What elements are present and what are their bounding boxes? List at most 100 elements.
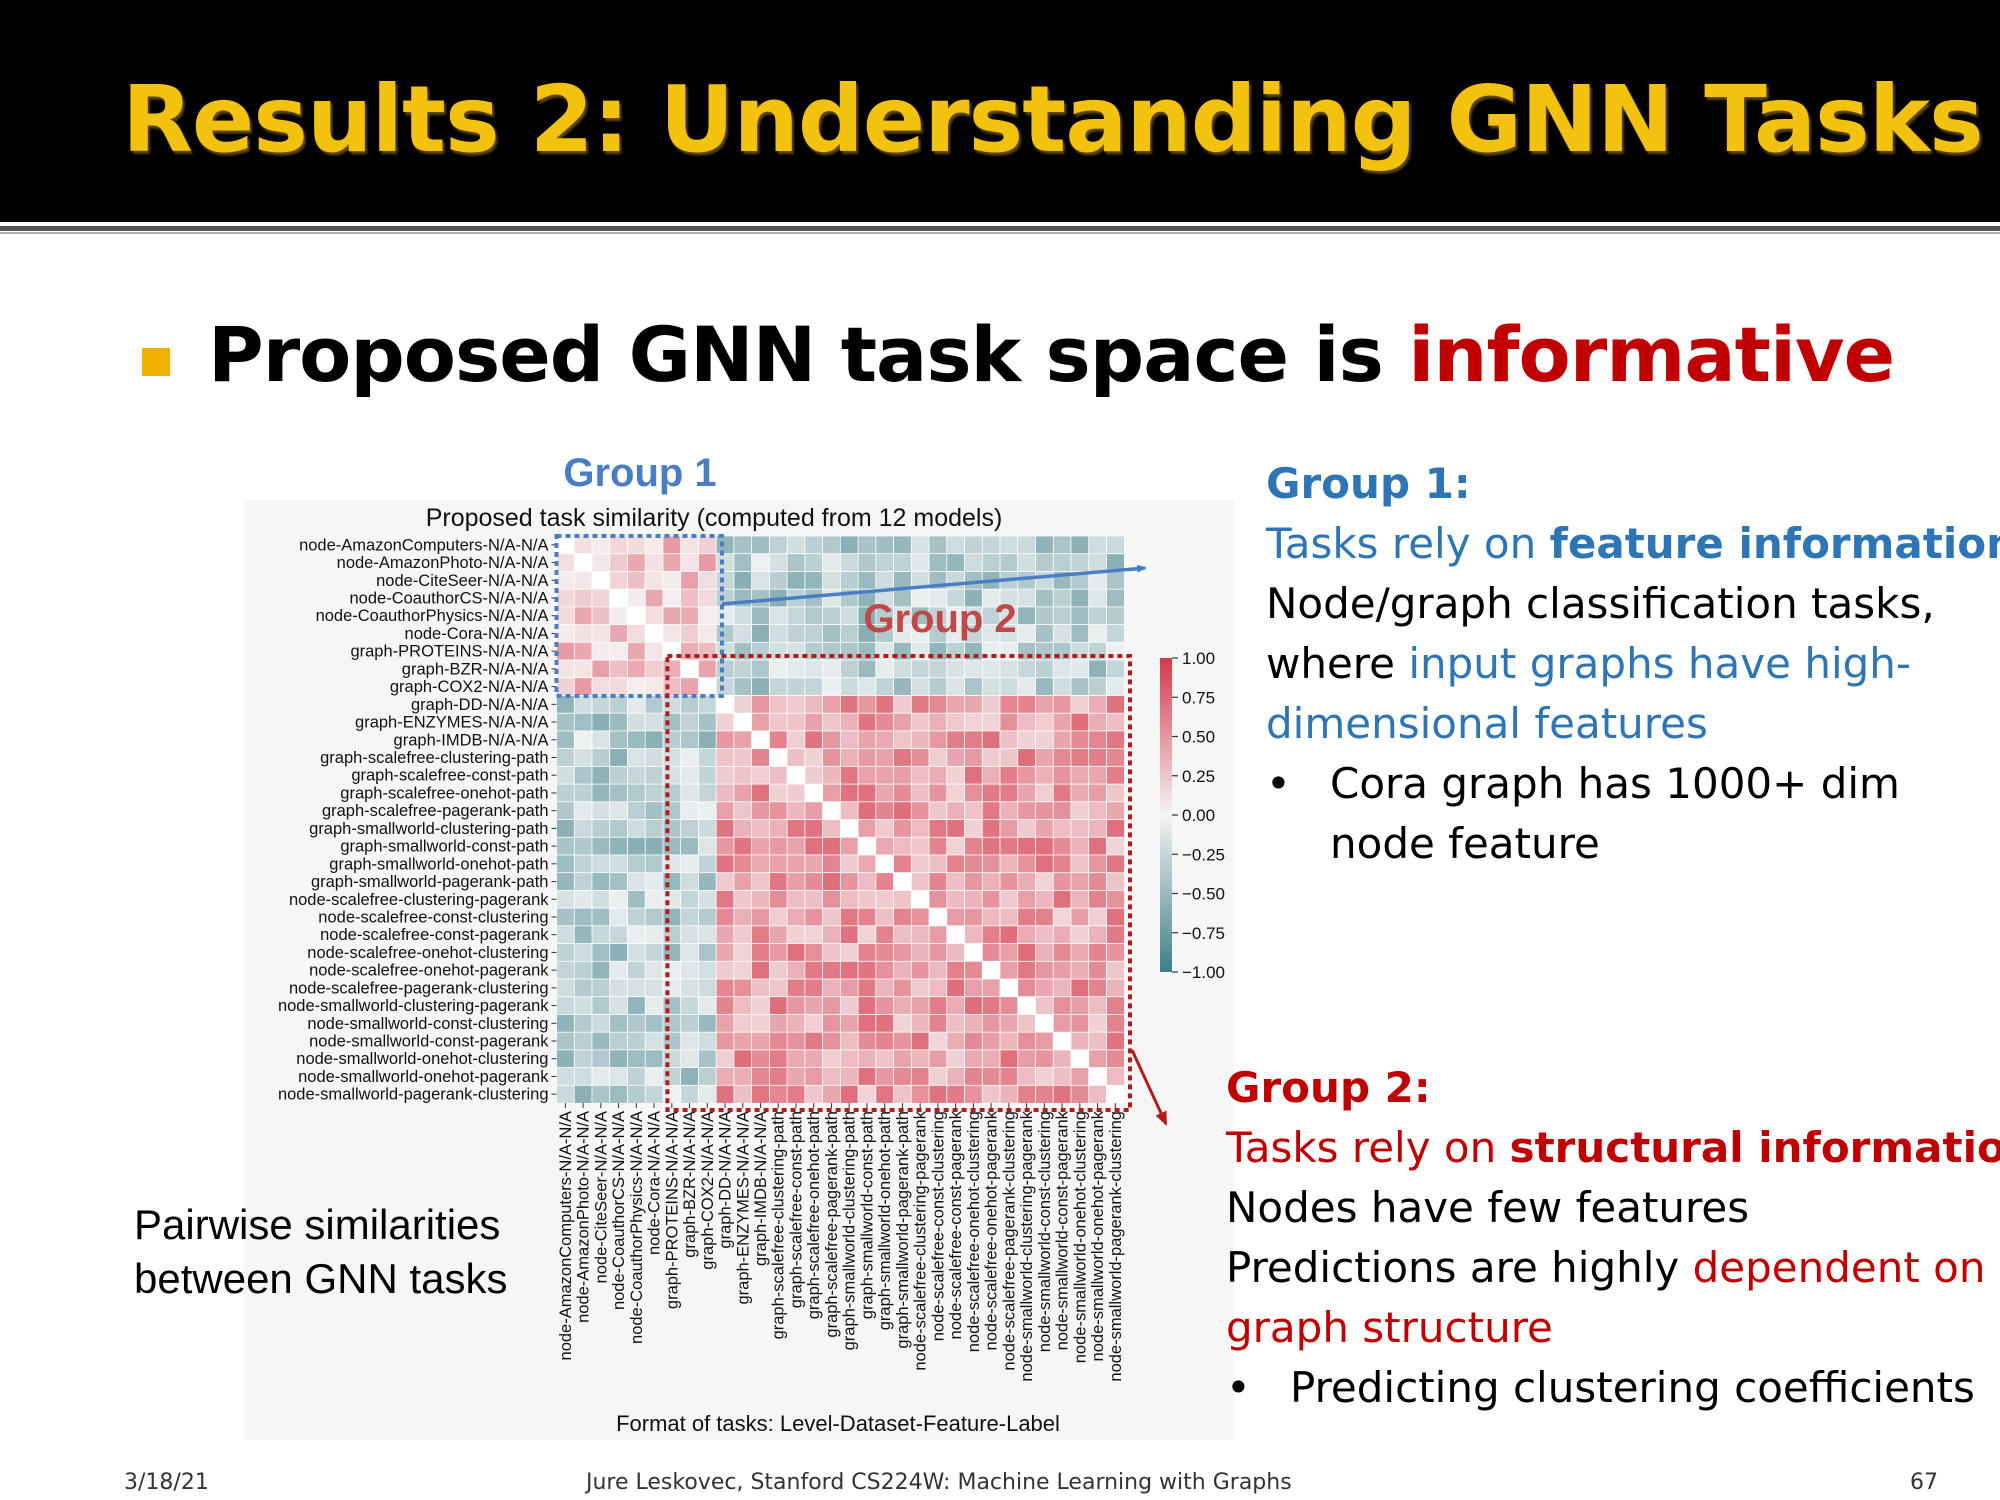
heatmap-cell: [644, 854, 664, 874]
heatmap-cell: [715, 872, 735, 892]
heatmap-cell: [591, 624, 611, 644]
heatmap-cell: [839, 960, 859, 980]
heatmap-cell: [751, 1084, 771, 1104]
main-point-highlight: informative: [1408, 310, 1895, 399]
heatmap-cell: [698, 801, 717, 821]
heatmap-cell: [644, 588, 664, 608]
heatmap-cell: [698, 925, 717, 945]
heatmap-cell: [999, 907, 1019, 927]
heatmap-cell: [910, 996, 930, 1016]
heatmap-cell: [733, 712, 753, 732]
heatmap-cell: [715, 553, 735, 573]
heatmap-cell: [644, 960, 664, 980]
heatmap-cell: [893, 907, 912, 927]
heatmap-cell: [964, 748, 983, 768]
heatmap-cell: [875, 925, 895, 945]
heatmap-cell: [999, 996, 1019, 1016]
x-tick-label: graph-scalefree-pagerank-path: [823, 1111, 841, 1338]
heatmap-cell: [556, 925, 575, 945]
group2-line-4: graph structure: [1226, 1303, 1553, 1352]
heatmap-cell: [556, 712, 575, 732]
heatmap-cell: [1052, 553, 1072, 573]
group2-label: Group 2: [863, 597, 1016, 641]
heatmap-cell: [822, 943, 842, 962]
heatmap-cell: [680, 854, 700, 874]
y-tick-label: graph-smallworld-pagerank-path: [311, 873, 549, 891]
heatmap-cell: [893, 943, 912, 962]
heatmap-cell: [680, 588, 700, 608]
heatmap-cell: [680, 553, 700, 573]
heatmap-cell: [875, 659, 895, 679]
heatmap-cell: [786, 677, 806, 697]
heatmap-cell: [1070, 783, 1090, 803]
heatmap-cell: [1035, 659, 1054, 679]
heatmap-cell: [964, 677, 983, 697]
heatmap-cell: [1070, 801, 1090, 821]
heatmap-cell: [680, 819, 700, 838]
y-tick-label: graph-COX2-N/A-N/A: [390, 678, 549, 696]
heatmap-cell: [981, 677, 1001, 697]
heatmap-cell: [698, 1049, 717, 1069]
heatmap-cell: [1088, 1067, 1108, 1087]
heatmap-cell: [1106, 960, 1125, 980]
heatmap-cell: [910, 553, 930, 573]
heatmap-cell: [875, 1084, 895, 1104]
chart-title: Proposed task similarity (computed from …: [426, 504, 1003, 532]
heatmap-cell: [786, 1031, 806, 1051]
heatmap-cell: [609, 553, 629, 573]
heatmap-cell: [875, 801, 895, 821]
heatmap-cell: [964, 712, 983, 732]
heatmap-cell: [609, 978, 629, 998]
heatmap-cell: [964, 730, 983, 750]
heatmap-cell: [1070, 890, 1090, 909]
heatmap-cell: [1052, 606, 1072, 626]
heatmap-cell: [609, 606, 629, 626]
heatmap-cell: [609, 677, 629, 697]
heatmap-cell: [1052, 925, 1072, 945]
y-tick-label: node-scalefree-clustering-pagerank: [289, 891, 549, 909]
heatmap-cell: [839, 854, 859, 874]
heatmap-cell: [981, 659, 1001, 679]
heatmap-cell: [1052, 695, 1072, 714]
group2-line-3-prefix: Predictions are highly: [1226, 1243, 1693, 1292]
heatmap-cell: [1017, 677, 1037, 697]
heatmap-cell: [680, 996, 700, 1016]
heatmap-cell: [875, 890, 895, 909]
heatmap-cell: [804, 1084, 824, 1104]
heatmap-cell: [698, 588, 717, 608]
heatmap-cell: [609, 854, 629, 874]
heatmap-cell: [644, 1049, 664, 1069]
colorbar-tick-label: −0.50: [1182, 885, 1225, 904]
heatmap-cell: [839, 553, 859, 573]
heatmap-cell: [875, 854, 895, 874]
heatmap-cell: [804, 553, 824, 573]
heatmap-cell: [839, 890, 859, 909]
heatmap-cell: [822, 730, 842, 750]
heatmap-cell: [591, 571, 611, 590]
heatmap-cell: [644, 712, 664, 732]
heatmap-cell: [1106, 571, 1125, 590]
heatmap-cell: [1035, 1014, 1054, 1033]
heatmap-cell: [1070, 553, 1090, 573]
heatmap-cell: [804, 748, 824, 768]
heatmap-cell: [733, 925, 753, 945]
heatmap-cell: [698, 659, 717, 679]
heatmap-cell: [573, 659, 593, 679]
heatmap-cell: [1017, 588, 1037, 608]
heatmap-cell: [893, 553, 912, 573]
heatmap-cell: [1035, 1049, 1054, 1069]
heatmap-cell: [804, 960, 824, 980]
heatmap-cell: [556, 1014, 575, 1033]
y-tick-label: node-smallworld-const-pagerank: [309, 1033, 549, 1051]
heatmap-cell: [857, 730, 877, 750]
heatmap-cell: [768, 659, 788, 679]
heatmap-cell: [751, 1049, 771, 1069]
heatmap-cell: [573, 765, 593, 785]
heatmap-cell: [946, 836, 966, 856]
heatmap-cell: [999, 783, 1019, 803]
heatmap-cell: [627, 624, 646, 644]
x-tick-label: graph-scalefree-onehot-path: [805, 1111, 823, 1319]
heatmap-cell: [698, 571, 717, 590]
heatmap-cell: [804, 836, 824, 856]
heatmap-cell: [928, 765, 948, 785]
